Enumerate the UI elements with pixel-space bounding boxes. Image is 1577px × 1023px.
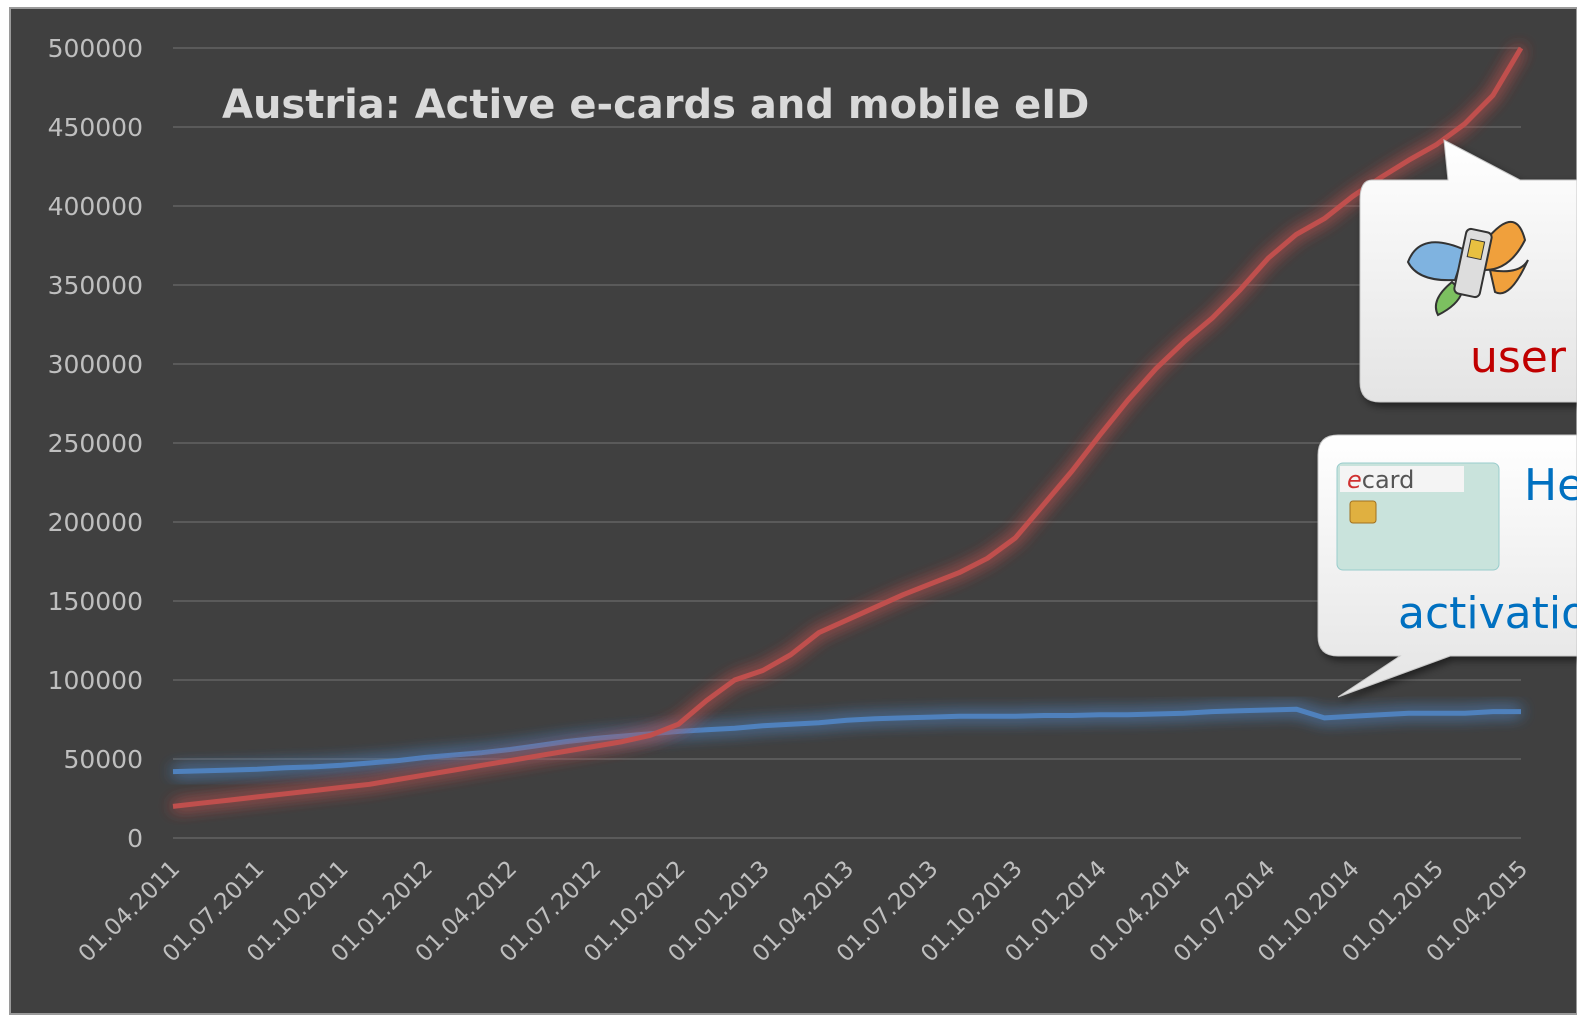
y-tick-label: 350000 [48, 271, 143, 300]
y-tick-label: 450000 [48, 113, 143, 142]
y-tick-label: 50000 [63, 745, 143, 774]
callout-text: activatio [1398, 588, 1577, 639]
ecard-icon: ecard [1337, 463, 1499, 570]
y-tick-label: 0 [127, 824, 143, 853]
chart: 0 50000 100000 150000 200000 250000 300000 3500… [0, 0, 1577, 1018]
y-tick-label: 500000 [48, 34, 143, 63]
y-tick-label: 250000 [48, 429, 143, 458]
svg-text:ecard: ecard [1347, 466, 1414, 494]
callout-text: He [1524, 460, 1577, 511]
y-tick-label: 150000 [48, 587, 143, 616]
y-tick-label: 300000 [48, 350, 143, 379]
chart-title: Austria: Active e-cards and mobile eID [222, 82, 1089, 128]
y-tick-label: 100000 [48, 666, 143, 695]
y-tick-label: 200000 [48, 508, 143, 537]
y-tick-label: 400000 [48, 192, 143, 221]
callout-text: user [1470, 332, 1567, 383]
